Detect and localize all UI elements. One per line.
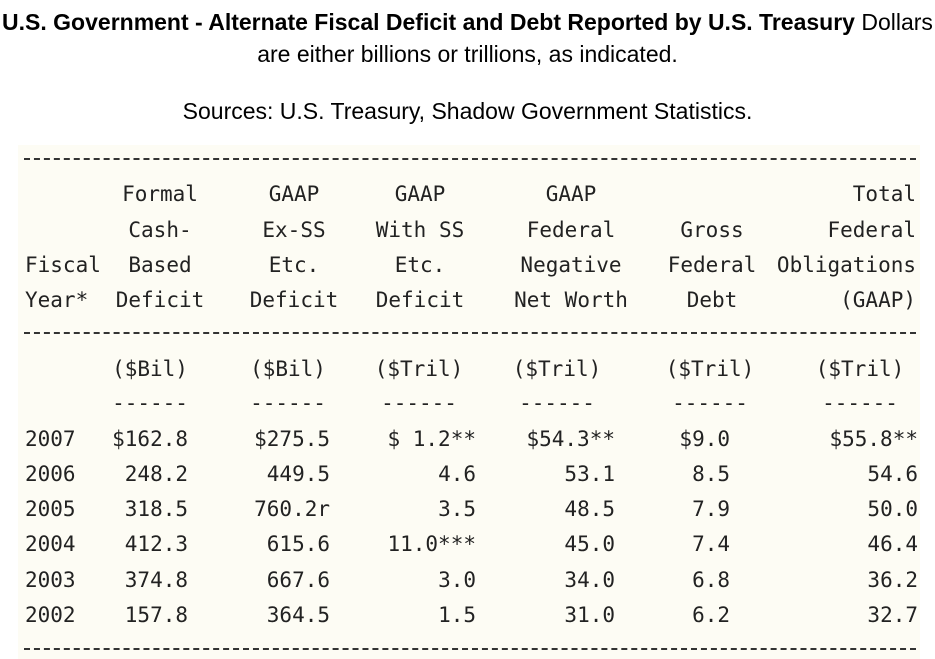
table-cell: 8.5	[692, 462, 730, 486]
table-cell: 157.8	[124, 603, 188, 627]
column-header-line: Deficit	[375, 288, 465, 312]
column-header-line: Obligations	[776, 253, 916, 277]
column-header-line: Ex-SS	[262, 218, 326, 242]
table-cell: 1.5	[438, 603, 476, 627]
row-year: 2006	[25, 462, 76, 486]
row-year: 2007	[25, 427, 76, 451]
column-unit: ($Bil)	[112, 357, 188, 381]
table-cell: 3.5	[438, 497, 476, 521]
column-header-line: Based	[128, 253, 192, 277]
table-cell: 48.5	[564, 497, 615, 521]
column-header-line: Gross	[680, 218, 744, 242]
sources-line: Sources: U.S. Treasury, Shadow Governmen…	[182, 98, 753, 124]
title-rest: Dollars are either billions or trillions…	[257, 9, 933, 67]
table-cell: $162.8	[112, 427, 188, 451]
column-header-line: Net Worth	[514, 288, 628, 312]
column-header-line: Debt	[686, 288, 738, 312]
column-underline: ------	[822, 391, 898, 415]
table-cell: 36.2	[867, 568, 918, 592]
column-header-line: GAAP	[545, 182, 597, 206]
column-header-line: With SS	[375, 218, 465, 242]
table-cell: 31.0	[564, 603, 615, 627]
page-heading: U.S. Government - Alternate Fiscal Defic…	[0, 6, 935, 70]
table-cell: 449.5	[266, 462, 330, 486]
column-header-line: Deficit	[249, 288, 339, 312]
column-header-line: Fiscal	[25, 253, 101, 277]
table-cell: 318.5	[124, 497, 188, 521]
table-cell: 50.0	[867, 497, 918, 521]
row-year: 2003	[25, 568, 76, 592]
column-header-line: Deficit	[115, 288, 205, 312]
column-header-line: Etc.	[268, 253, 320, 277]
column-unit: ($Tril)	[512, 357, 602, 381]
table-cell: 46.4	[867, 532, 918, 556]
rule-top	[24, 158, 916, 160]
column-underline: ------	[112, 391, 188, 415]
column-header-line: Federal	[526, 218, 616, 242]
column-header-line: Total	[852, 182, 916, 206]
column-header-line: GAAP	[268, 182, 320, 206]
column-header-line: Federal	[827, 218, 916, 242]
table-cell: 667.6	[266, 568, 330, 592]
table-cell: 6.8	[692, 568, 730, 592]
row-year: 2004	[25, 532, 76, 556]
data-table-panel	[18, 145, 920, 659]
column-unit: ($Tril)	[665, 357, 755, 381]
table-cell: 760.2r	[254, 497, 330, 521]
table-cell: 248.2	[124, 462, 188, 486]
rule-header	[24, 332, 916, 334]
table-cell: $54.3**	[526, 427, 615, 451]
table-cell: 34.0	[564, 568, 615, 592]
table-cell: 53.1	[564, 462, 615, 486]
column-header-line: Year*	[25, 288, 89, 312]
column-header-line: Cash-	[128, 218, 192, 242]
table-cell: 7.4	[692, 532, 730, 556]
column-underline: ------	[250, 391, 326, 415]
column-header-line: Federal	[667, 253, 757, 277]
table-cell: 4.6	[438, 462, 476, 486]
rule-bottom	[24, 648, 916, 650]
table-cell: 374.8	[124, 568, 188, 592]
table-cell: 6.2	[692, 603, 730, 627]
column-header-line: Etc.	[394, 253, 446, 277]
table-cell: $ 1.2**	[387, 427, 476, 451]
column-unit: ($Bil)	[250, 357, 326, 381]
column-unit: ($Tril)	[374, 357, 464, 381]
table-cell: 7.9	[692, 497, 730, 521]
table-cell: $275.5	[254, 427, 330, 451]
table-cell: $9.0	[679, 427, 730, 451]
table-cell: 45.0	[564, 532, 615, 556]
row-year: 2005	[25, 497, 76, 521]
table-cell: 32.7	[867, 603, 918, 627]
column-underline: ------	[672, 391, 748, 415]
column-header-line: Formal	[122, 182, 198, 206]
title-bold: U.S. Government - Alternate Fiscal Defic…	[2, 9, 855, 35]
column-unit: ($Tril)	[815, 357, 905, 381]
column-header-line: (GAAP)	[840, 288, 916, 312]
row-year: 2002	[25, 603, 76, 627]
column-underline: ------	[519, 391, 595, 415]
column-underline: ------	[381, 391, 457, 415]
column-header-line: Negative	[520, 253, 622, 277]
table-cell: 412.3	[124, 532, 188, 556]
column-header-line: GAAP	[394, 182, 446, 206]
table-cell: 11.0***	[387, 532, 476, 556]
table-cell: $55.8**	[829, 427, 918, 451]
table-cell: 3.0	[438, 568, 476, 592]
table-cell: 54.6	[867, 462, 918, 486]
table-cell: 615.6	[266, 532, 330, 556]
table-cell: 364.5	[266, 603, 330, 627]
